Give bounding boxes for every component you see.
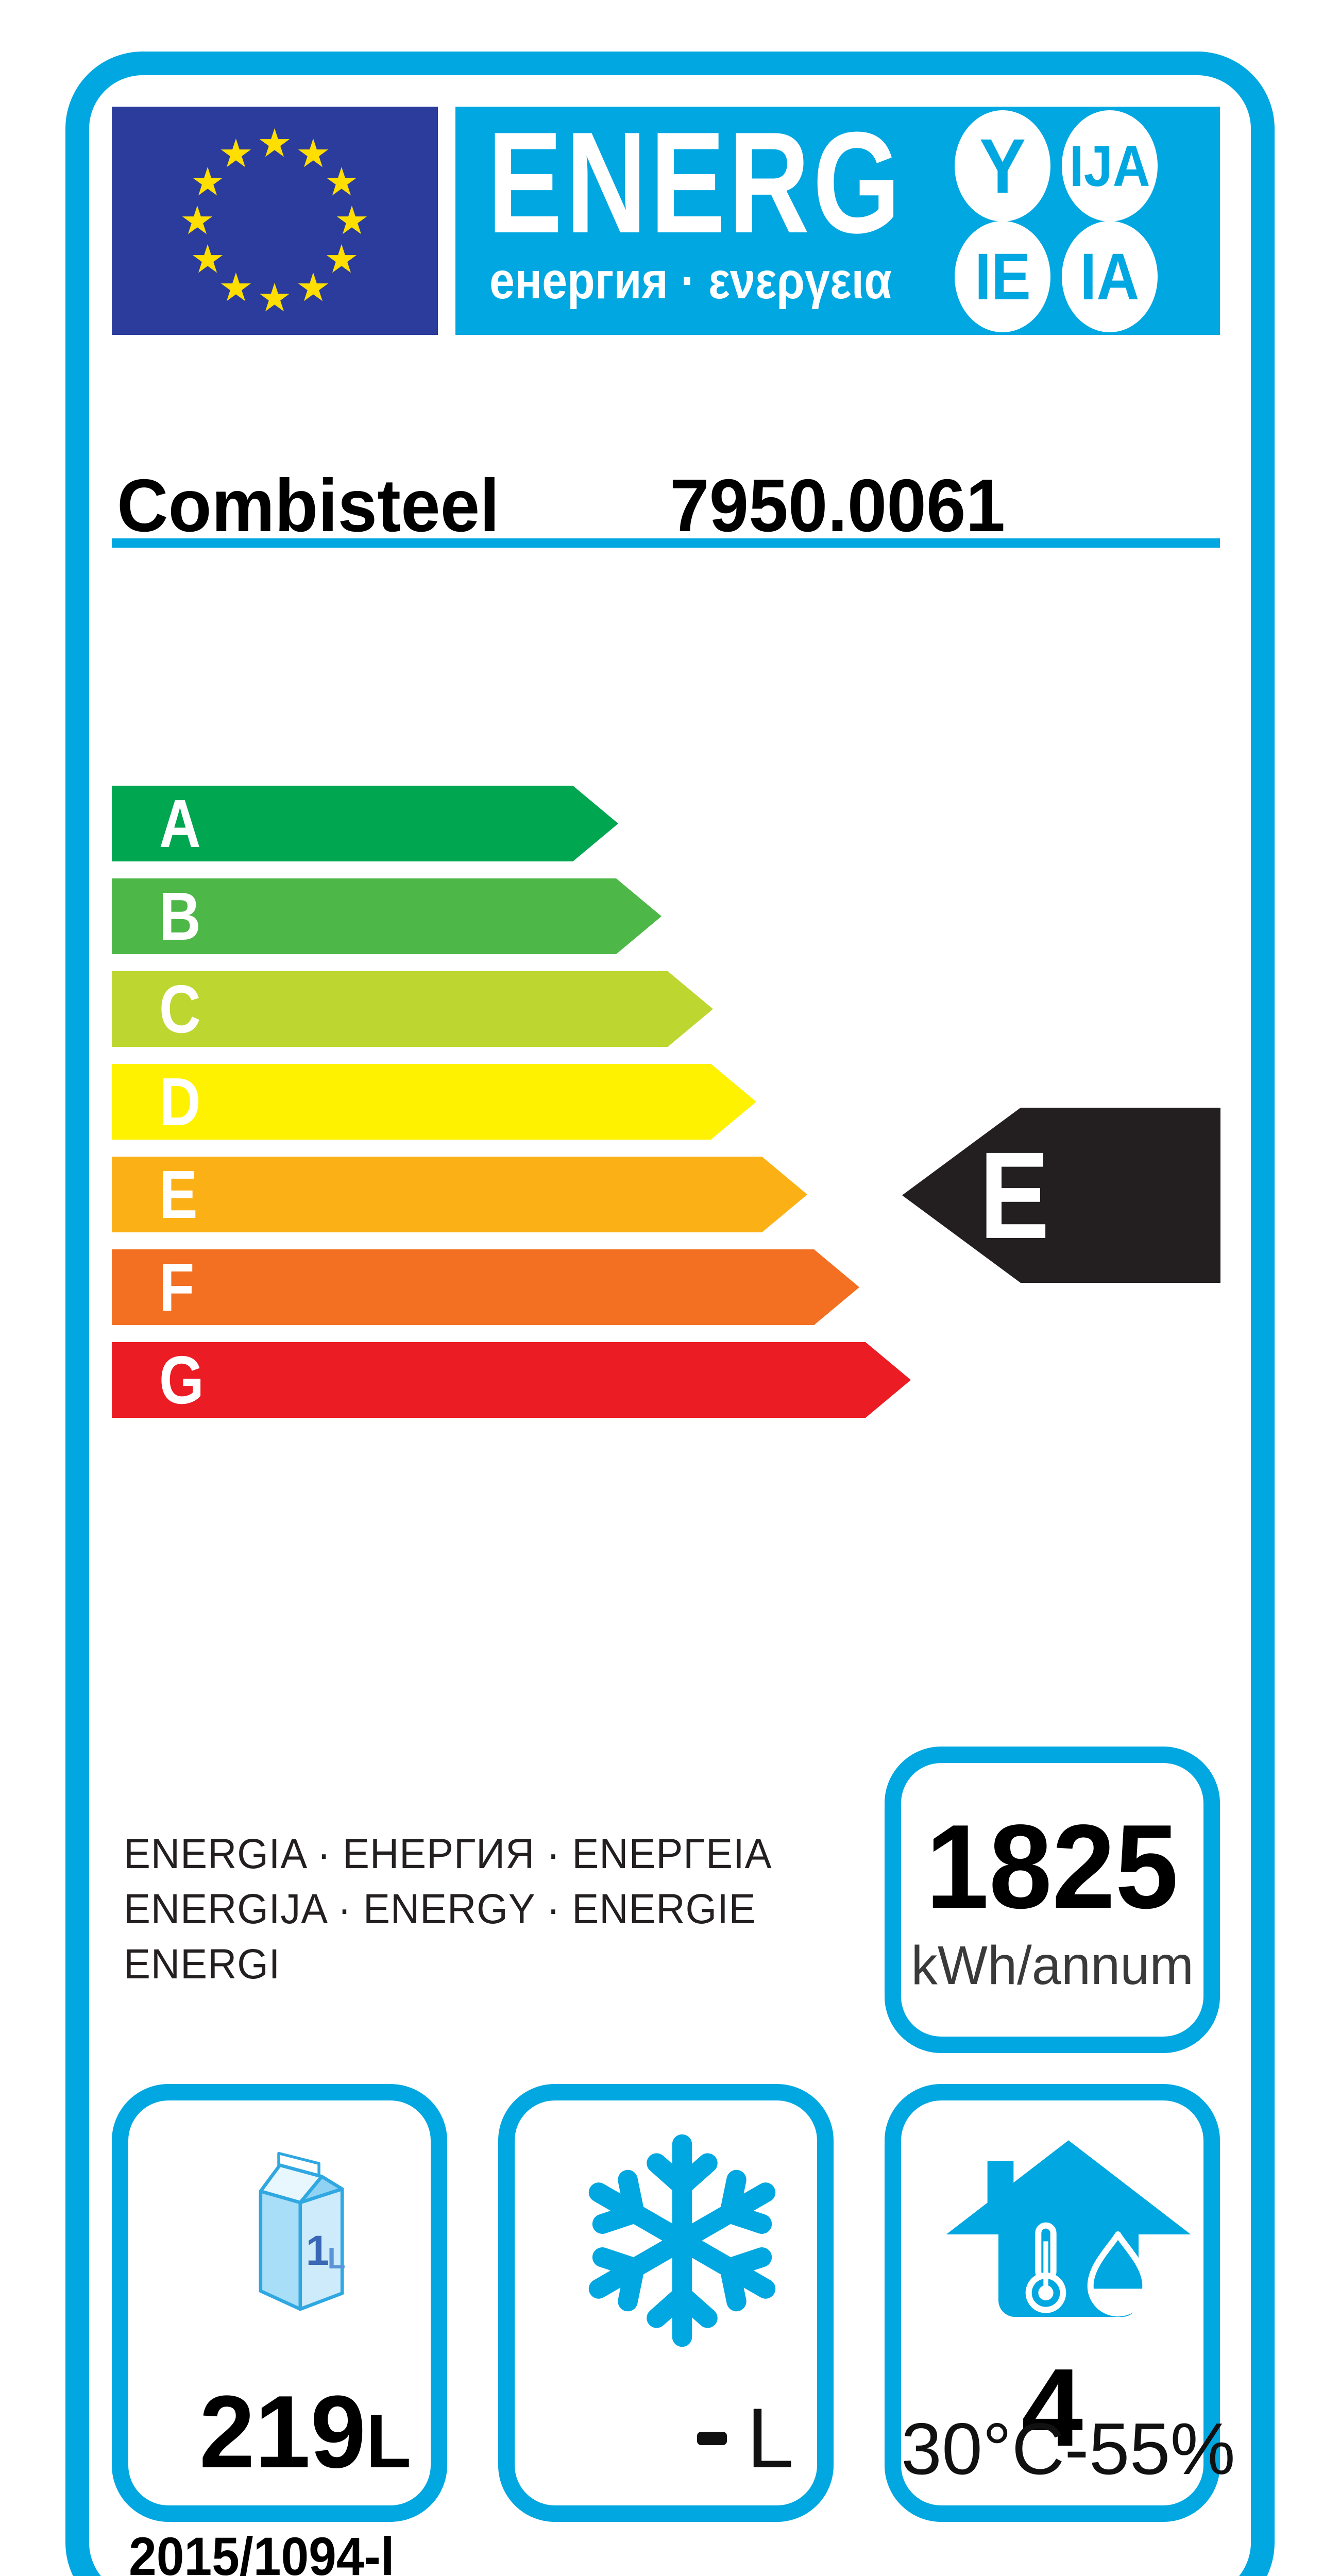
rating-grade: E xyxy=(979,1126,1050,1264)
header-divider xyxy=(112,538,1220,548)
climate-condition-range: 30°C-55% xyxy=(901,2408,1235,2490)
consumption-value: 1825 xyxy=(926,1800,1179,1934)
eu-flag-star: ★ xyxy=(190,159,226,205)
brand-name: Combisteel xyxy=(117,464,500,547)
scale-bar-g: G xyxy=(112,1342,911,1418)
climate-class-value: 4 xyxy=(1021,2345,1083,2469)
eu-flag-star: ★ xyxy=(295,264,331,310)
scale-bar-a: A xyxy=(112,786,618,861)
eu-flag-star: ★ xyxy=(257,120,293,166)
freezer-volume-box: L xyxy=(498,2084,834,2522)
eu-flag-star: ★ xyxy=(179,197,215,243)
fridge-volume-box: 1 L 219L xyxy=(112,2084,447,2522)
fridge-volume-value: 219L xyxy=(199,2375,411,2489)
freezer-volume-value: L xyxy=(697,2396,794,2481)
scale-bar-letter: C xyxy=(159,971,201,1047)
energ-logo-subtext: енергия · ενεργεια xyxy=(489,252,892,310)
scale-bar-letter: D xyxy=(159,1063,201,1140)
consumption-unit: kWh/annum xyxy=(911,1935,1194,1996)
scale-bar-letter: F xyxy=(159,1249,195,1325)
scale-bar-letter: A xyxy=(159,785,201,861)
freezer-volume-unit: L xyxy=(747,2391,794,2485)
eu-flag-star: ★ xyxy=(324,159,359,205)
scale-bar-letter: E xyxy=(159,1156,198,1232)
climate-class-box: 4 30°C-55% xyxy=(885,2084,1235,2522)
scale-bar-f: F xyxy=(112,1249,859,1325)
energ-suffix-bubble-ija: IJA xyxy=(1062,110,1158,222)
scale-bar-d: D xyxy=(112,1064,756,1140)
regulation-id: 2015/1094-l xyxy=(129,2527,395,2576)
eu-flag-star: ★ xyxy=(218,264,254,310)
energ-suffix-bubble-ia: IA xyxy=(1062,221,1158,332)
scale-bar-letter: G xyxy=(159,1342,205,1418)
eu-flag-star: ★ xyxy=(295,130,331,177)
carton-volume-unit: L xyxy=(328,2242,346,2275)
model-number: 7950.0061 xyxy=(670,464,1006,547)
eu-flag-star: ★ xyxy=(334,197,370,243)
energy-word-line: ENERGI xyxy=(124,1941,281,1988)
energy-word-line: ENERGIJA · ENERGY · ENERGIE xyxy=(124,1886,756,1933)
label-frame xyxy=(65,52,1275,2576)
carton-volume-number: 1 xyxy=(306,2227,329,2274)
energ-logo-text: ENERG xyxy=(487,103,904,263)
eu-flag: ★ ★ ★ ★ ★ ★ ★ ★ ★ ★ ★ ★ xyxy=(112,107,438,335)
scale-bar-e: E xyxy=(112,1157,807,1232)
energ-logo-box: ENERG енергия · ενεργεια Y IJA IE IA xyxy=(455,107,1220,335)
energy-word-line: ENERGIA · ЕНЕРГИЯ · ΕΝΕΡΓΕΙΑ xyxy=(124,1831,772,1877)
scale-bar-c: C xyxy=(112,971,713,1047)
fridge-volume-unit: L xyxy=(366,2399,411,2484)
energ-suffix-bubble-ie: IE xyxy=(955,221,1050,332)
house-climate-icon xyxy=(946,2140,1191,2317)
eu-flag-star: ★ xyxy=(324,236,359,282)
eu-flag-star: ★ xyxy=(190,236,226,282)
snowflake-icon xyxy=(588,2134,776,2347)
consumption-box: 1825 kWh/annum xyxy=(885,1747,1220,2053)
milk-carton-icon: 1 L xyxy=(259,2151,346,2311)
eu-flag-star: ★ xyxy=(218,130,254,177)
scale-bar-b: B xyxy=(112,878,661,954)
freezer-volume-dash xyxy=(697,2431,727,2445)
scale-bar-letter: B xyxy=(159,878,201,954)
energy-word-list: ENERGIA · ЕНЕРГИЯ · ΕΝΕΡΓΕΙΑ ENERGIJA · … xyxy=(124,1826,772,1992)
eu-flag-star: ★ xyxy=(257,275,293,320)
energ-suffix-bubble-y: Y xyxy=(955,110,1050,222)
